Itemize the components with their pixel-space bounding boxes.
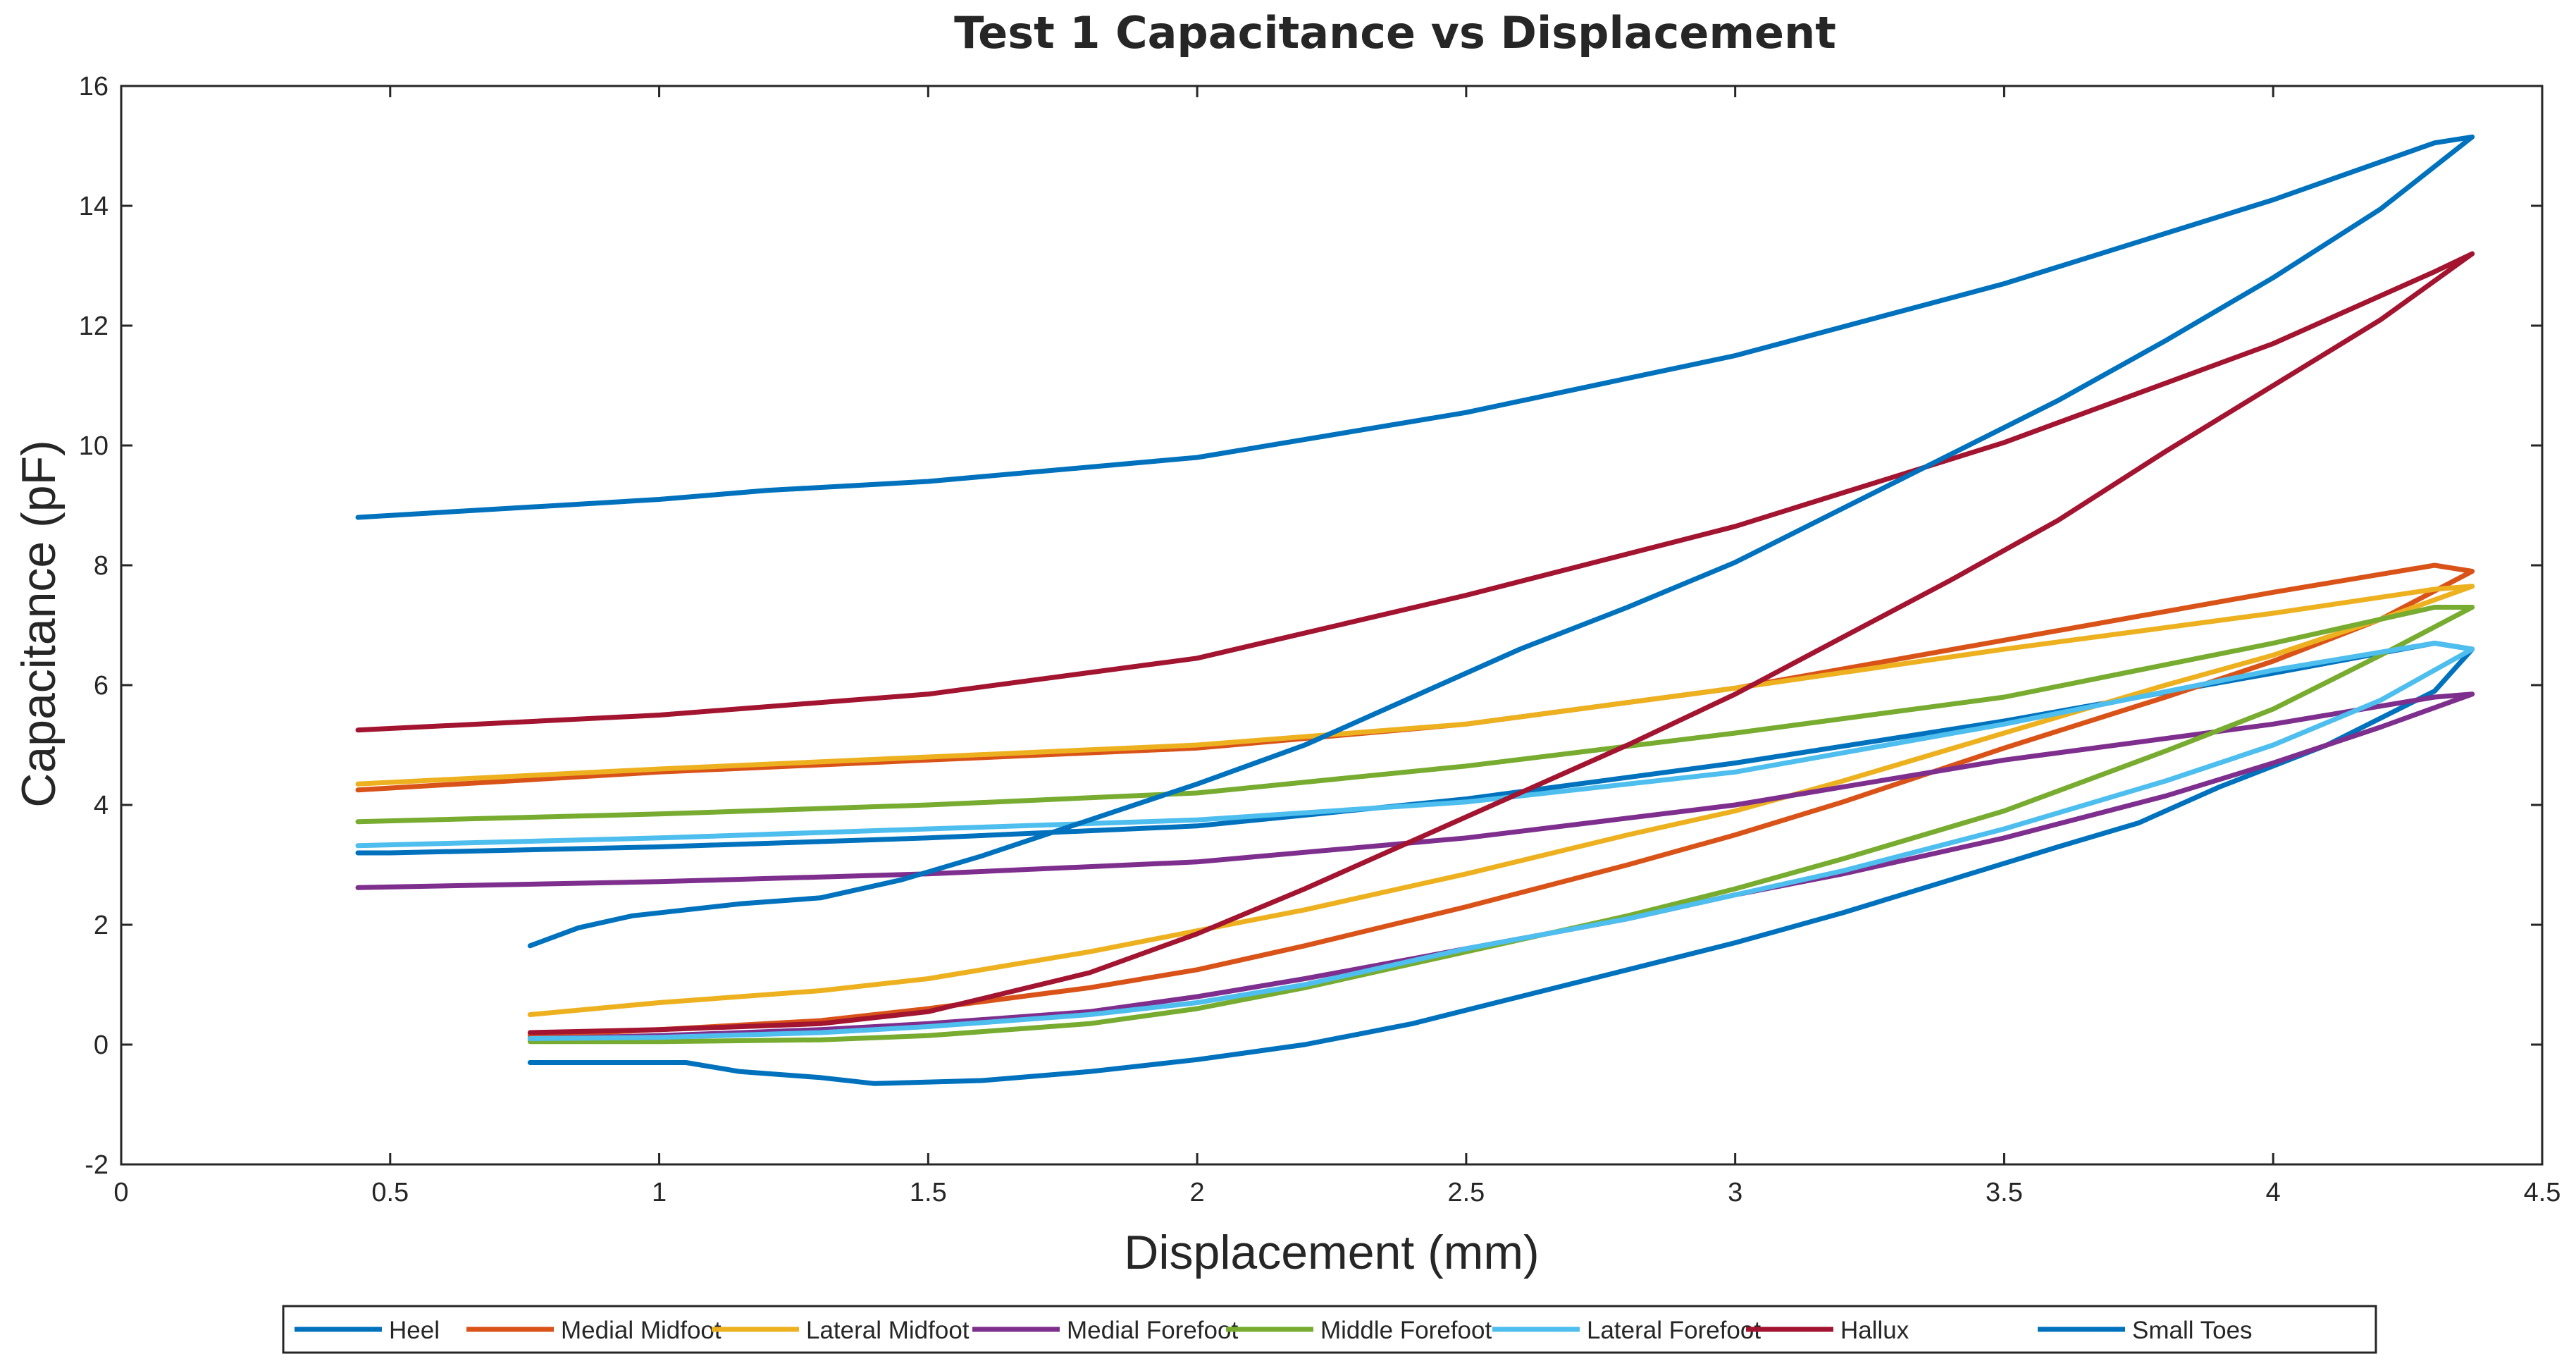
series-line-small-toes <box>355 134 2475 949</box>
y-axis-label: Capacitance (pF) <box>12 440 66 808</box>
x-tick-label: 2 <box>1190 1178 1205 1207</box>
plot-area <box>120 85 2544 1166</box>
series-lines <box>355 134 2475 1086</box>
legend-label-heel: Heel <box>389 1317 440 1344</box>
y-tick-label: 16 <box>79 72 109 101</box>
x-tick-label: 4.5 <box>2524 1178 2561 1207</box>
legend-label-small-toes: Small Toes <box>2132 1317 2253 1344</box>
x-tick-label: 2.5 <box>1447 1178 1485 1207</box>
chart-title: Test 1 Capacitance vs Displacement <box>954 7 1836 59</box>
legend-label-hallux: Hallux <box>1840 1317 1909 1344</box>
legend-label-medial-midfoot: Medial Midfoot <box>561 1317 722 1344</box>
legend-label-middle-forefoot: Middle Forefoot <box>1320 1317 1492 1344</box>
x-tick-label: 1 <box>652 1178 667 1207</box>
x-tick-label: 3.5 <box>1986 1178 2023 1207</box>
legend-label-lateral-midfoot: Lateral Midfoot <box>806 1317 970 1344</box>
y-tick-label: 14 <box>79 192 109 221</box>
x-tick-label: 0.5 <box>371 1178 409 1207</box>
y-tick-label: 4 <box>94 791 109 820</box>
legend-box <box>282 1305 2377 1354</box>
y-tick-label: -2 <box>85 1150 109 1180</box>
x-axis-label: Displacement (mm) <box>1124 1226 1539 1279</box>
series-line-lateral-midfoot <box>355 584 2475 1017</box>
series-line-hallux <box>355 251 2475 1035</box>
series-line-middle-forefoot <box>355 605 2475 1045</box>
y-tick-label: 8 <box>94 551 109 581</box>
x-tick-label: 4 <box>2266 1178 2281 1207</box>
legend: Heel Medial Midfoot Lateral Midfoot Medial … <box>295 1317 2253 1344</box>
y-tick-label: 6 <box>94 671 109 701</box>
x-tick-label: 3 <box>1728 1178 1742 1207</box>
y-tick-label: 0 <box>94 1030 109 1060</box>
y-tick-label: 2 <box>94 911 109 940</box>
y-tick-label: 12 <box>79 312 109 341</box>
y-axis-ticks: -2 0 2 4 6 8 10 12 14 16 <box>79 72 2542 1180</box>
series-line-lateral-forefoot <box>355 641 2475 1041</box>
series-line-heel <box>355 641 2475 1086</box>
legend-label-medial-forefoot: Medial Forefoot <box>1067 1317 1238 1344</box>
x-axis-ticks: 0 0.5 1 1.5 2 2.5 3 3.5 4 4.5 <box>113 86 2560 1207</box>
x-tick-label: 1.5 <box>910 1178 947 1207</box>
series-line-medial-forefoot <box>355 691 2475 1041</box>
legend-label-lateral-forefoot: Lateral Forefoot <box>1587 1317 1761 1344</box>
x-tick-label: 0 <box>113 1178 128 1207</box>
y-tick-label: 10 <box>79 431 109 461</box>
